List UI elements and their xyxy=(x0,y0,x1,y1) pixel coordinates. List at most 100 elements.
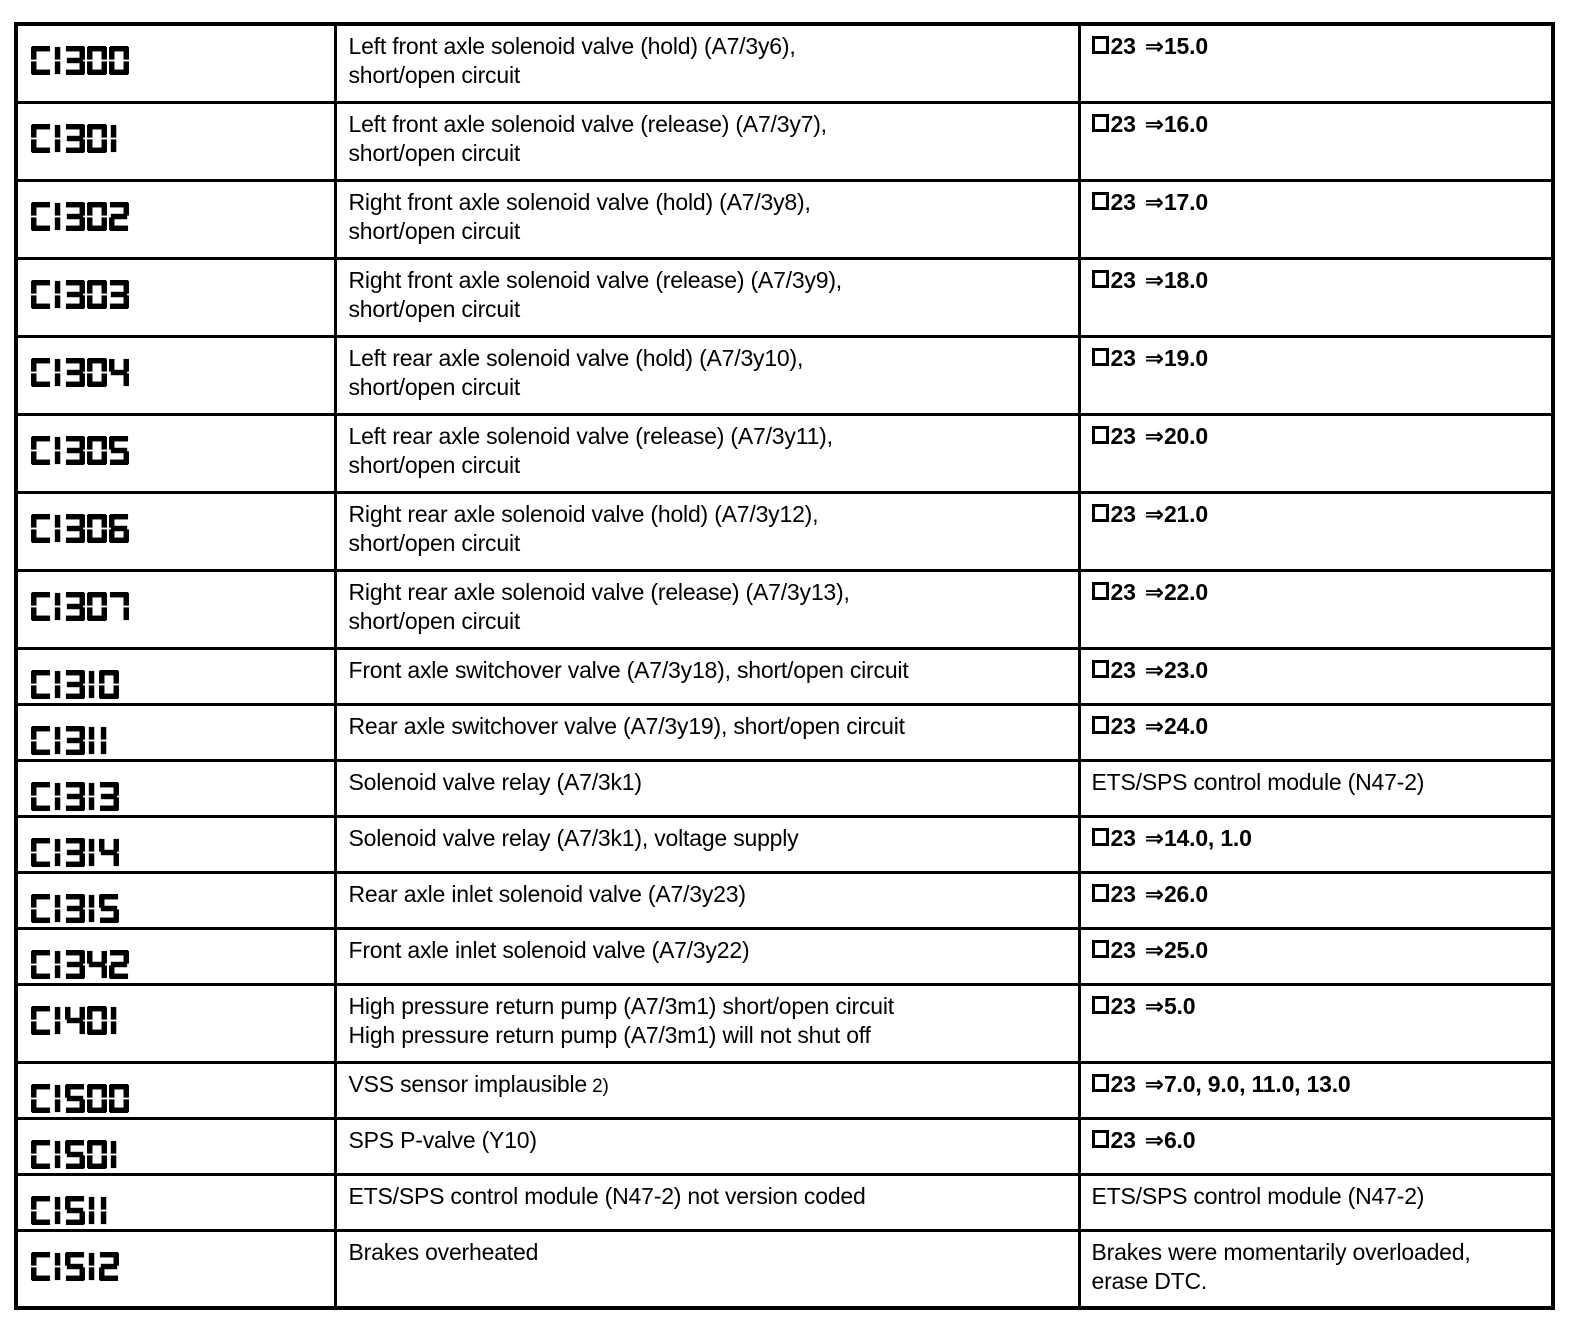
dtc-code-lcd-display xyxy=(31,837,121,867)
table-row: Rear axle inlet solenoid valve (A7/3y23)… xyxy=(14,870,1555,930)
lcd-segment-digit xyxy=(65,123,85,153)
test-step-reference: 23 ⇒16.0 xyxy=(1091,111,1208,138)
lcd-segment-digit xyxy=(31,837,51,867)
test-step-numbers: 18.0 xyxy=(1163,266,1208,293)
dtc-code-lcd-display xyxy=(31,781,121,811)
test-step-reference: 23 ⇒21.0 xyxy=(1091,501,1208,528)
table-row: Solenoid valve relay (A7/3k1), voltage s… xyxy=(14,814,1555,874)
dtc-description: Left rear axle solenoid valve (hold) (A7… xyxy=(333,334,1081,416)
lcd-segment-digit xyxy=(65,781,85,811)
lcd-segment-digit xyxy=(87,279,107,309)
dtc-description: VSS sensor implausible 2) xyxy=(333,1060,1081,1120)
lcd-segment-digit xyxy=(109,279,129,309)
test-box-label: 23 xyxy=(1110,1070,1136,1097)
dtc-description: Left front axle solenoid valve (hold) (A… xyxy=(333,22,1081,104)
double-arrow-right-icon: ⇒ xyxy=(1144,937,1164,964)
double-arrow-right-icon: ⇒ xyxy=(1144,1127,1164,1154)
lcd-segment-digit xyxy=(65,1006,85,1034)
dtc-code-lcd-display xyxy=(31,357,131,387)
dtc-code-cell xyxy=(14,926,337,986)
test-step-reference: 23 ⇒6.0 xyxy=(1091,1126,1196,1154)
lcd-segment-digit xyxy=(54,894,61,922)
description-text: VSS sensor implausible xyxy=(348,1070,588,1097)
dtc-description: Front axle inlet solenoid valve (A7/3y22… xyxy=(333,926,1081,986)
double-arrow-right-icon: ⇒ xyxy=(1144,881,1164,908)
test-box-label: 23 xyxy=(1110,422,1136,449)
description-text: Brakes overheated xyxy=(348,1238,539,1265)
dtc-description: Rear axle switchover valve (A7/3y19), sh… xyxy=(333,702,1081,762)
lcd-segment-digit xyxy=(99,669,119,699)
lcd-segment-digit xyxy=(54,1140,61,1168)
lcd-segment-digit xyxy=(65,1139,85,1169)
test-step-numbers: 5.0 xyxy=(1163,992,1196,1019)
lcd-segment-digit xyxy=(99,1251,119,1281)
description-text: short/open circuit xyxy=(348,373,521,400)
dtc-test-step: 23 ⇒7.0, 9.0, 11.0, 13.0 xyxy=(1077,1060,1555,1120)
lcd-segment-digit xyxy=(109,1083,129,1113)
lcd-segment-digit xyxy=(54,592,61,620)
lcd-segment-digit xyxy=(109,435,129,465)
lcd-segment-digit xyxy=(31,1005,51,1035)
description-text: Right front axle solenoid valve (hold) (… xyxy=(348,188,811,215)
dtc-code-lcd-display xyxy=(31,1139,121,1169)
dtc-description: Right rear axle solenoid valve (hold) (A… xyxy=(333,490,1081,572)
lcd-segment-digit xyxy=(54,202,61,230)
description-text: Right front axle solenoid valve (release… xyxy=(348,266,843,293)
lcd-segment-digit xyxy=(54,514,61,542)
lcd-segment-digit xyxy=(87,357,107,387)
lcd-segment-digit xyxy=(87,1005,107,1035)
description-text: Right rear axle solenoid valve (hold) (A… xyxy=(348,500,819,527)
test-step-reference: 23 ⇒23.0 xyxy=(1091,656,1208,684)
lcd-segment-digit xyxy=(109,201,129,231)
dtc-code-lcd-display xyxy=(31,1005,121,1035)
lcd-segment-digit xyxy=(54,1006,61,1034)
lcd-segment-digit xyxy=(109,591,129,620)
test-box-label: 23 xyxy=(1110,880,1136,907)
lcd-segment-digit xyxy=(31,1083,51,1113)
table-row: Right rear axle solenoid valve (hold) (A… xyxy=(14,490,1555,572)
lcd-segment-digit xyxy=(87,513,107,543)
dtc-test-step: 23 ⇒5.0 xyxy=(1077,982,1555,1064)
lcd-segment-digit xyxy=(65,669,85,699)
lcd-segment-digit xyxy=(54,782,61,810)
dtc-test-step: 23 ⇒16.0 xyxy=(1077,100,1555,182)
lcd-segment-digit xyxy=(100,1196,107,1224)
lcd-segment-digit xyxy=(87,1083,107,1113)
white-square-icon xyxy=(1091,503,1109,522)
white-square-icon xyxy=(1091,715,1109,734)
test-step-numbers: 17.0 xyxy=(1163,188,1208,215)
test-note-text: Brakes were momentarily overloaded, xyxy=(1091,1238,1471,1265)
table-row: High pressure return pump (A7/3m1) short… xyxy=(14,982,1555,1064)
dtc-code-cell xyxy=(14,814,337,874)
double-arrow-right-icon: ⇒ xyxy=(1144,111,1164,138)
description-text: Left front axle solenoid valve (release)… xyxy=(348,110,828,137)
dtc-test-step: 23 ⇒6.0 xyxy=(1077,1116,1555,1176)
table-row: Right front axle solenoid valve (release… xyxy=(14,256,1555,338)
lcd-segment-digit xyxy=(87,46,107,75)
lcd-segment-digit xyxy=(99,838,119,866)
lcd-segment-digit xyxy=(65,1251,85,1281)
dtc-code-cell xyxy=(14,1172,337,1232)
lcd-segment-digit xyxy=(110,1006,117,1034)
test-step-reference: 23 ⇒14.0, 1.0 xyxy=(1091,825,1252,852)
lcd-segment-digit xyxy=(65,357,85,387)
test-step-numbers: 23.0 xyxy=(1163,656,1208,683)
lcd-segment-digit xyxy=(87,950,107,978)
dtc-description: ETS/SPS control module (N47-2) not versi… xyxy=(333,1172,1081,1232)
lcd-segment-digit xyxy=(88,782,95,810)
description-text: Left rear axle solenoid valve (release) … xyxy=(348,422,834,449)
dtc-test-step: 23 ⇒18.0 xyxy=(1077,256,1555,338)
test-step-reference: 23 ⇒19.0 xyxy=(1091,345,1208,372)
test-step-reference: 23 ⇒24.0 xyxy=(1091,713,1208,740)
dtc-test-step: ETS/SPS control module (N47-2) xyxy=(1077,758,1555,818)
test-step-numbers: 6.0 xyxy=(1163,1126,1196,1153)
test-box-label: 23 xyxy=(1110,266,1136,293)
lcd-segment-digit xyxy=(31,1139,51,1169)
dtc-code-cell xyxy=(14,1228,337,1310)
lcd-segment-digit xyxy=(54,1252,61,1280)
dtc-code-lcd-display xyxy=(31,279,131,309)
test-box-label: 23 xyxy=(1110,188,1136,215)
description-text: Solenoid valve relay (A7/3k1) xyxy=(348,768,643,795)
double-arrow-right-icon: ⇒ xyxy=(1144,579,1164,606)
lcd-segment-digit xyxy=(65,893,85,923)
